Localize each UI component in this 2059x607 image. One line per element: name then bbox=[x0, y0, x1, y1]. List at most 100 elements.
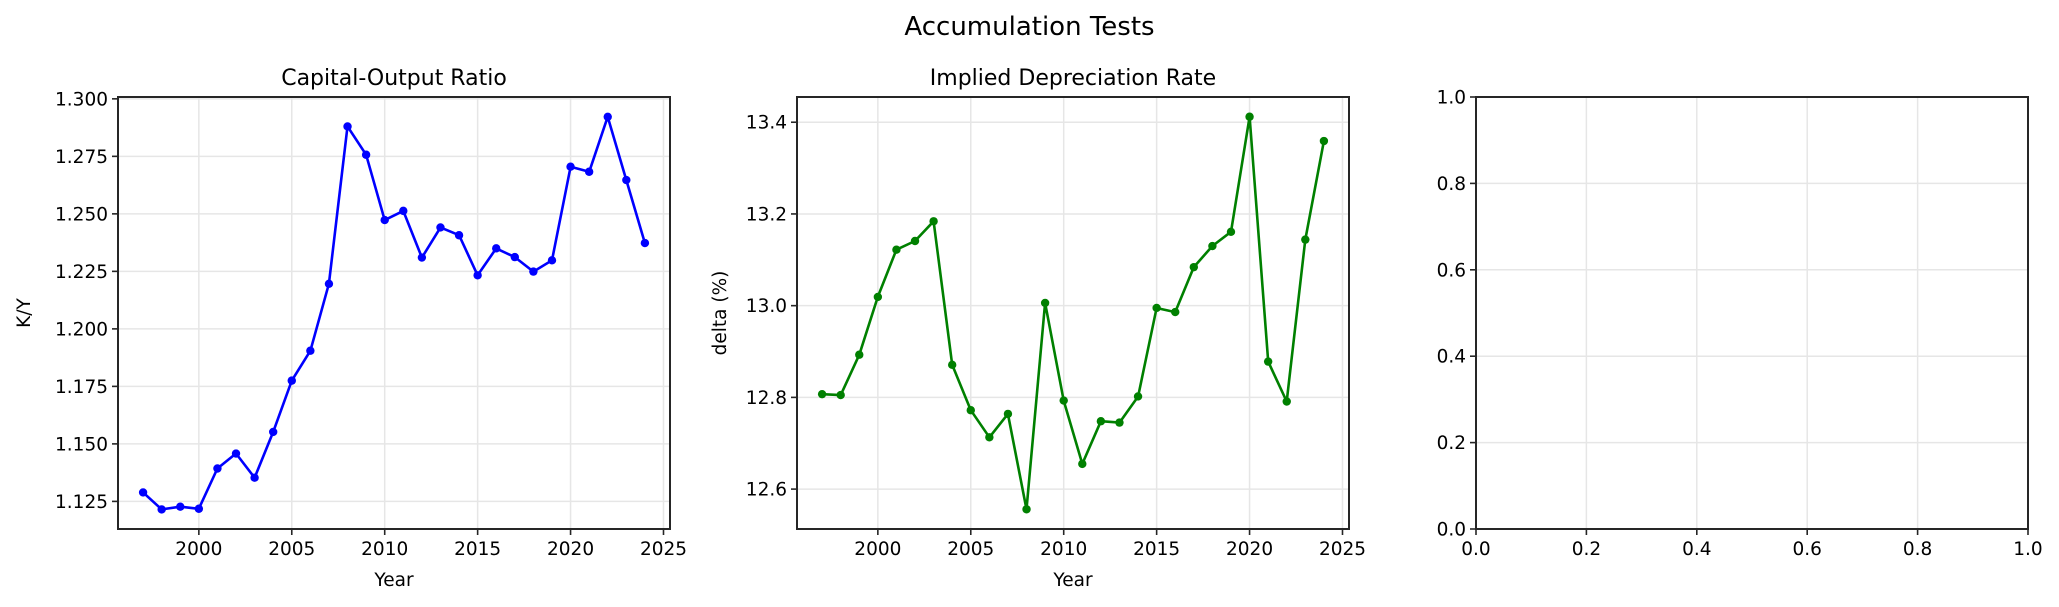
x-tick-label: 2005 bbox=[947, 539, 994, 560]
data-point-marker bbox=[1208, 241, 1217, 251]
data-point-marker bbox=[1282, 397, 1291, 406]
data-point-marker bbox=[817, 389, 827, 399]
y-tick-label: 0.6 bbox=[1437, 260, 1466, 281]
y-tick-label: 0.4 bbox=[1437, 347, 1466, 368]
data-point-marker bbox=[1133, 392, 1143, 401]
x-tick-label: 2010 bbox=[361, 539, 408, 560]
y-tick-label: 1.175 bbox=[55, 377, 108, 398]
data-point-marker bbox=[929, 217, 938, 226]
data-point-marker bbox=[873, 292, 883, 302]
data-point-marker bbox=[1096, 417, 1106, 426]
y-tick-label: 1.250 bbox=[55, 204, 108, 225]
x-tick-label: 0.8 bbox=[1903, 539, 1932, 560]
data-point-marker bbox=[622, 175, 631, 185]
axes-frame bbox=[796, 96, 1350, 530]
data-point-marker bbox=[547, 256, 557, 265]
data-point-marker bbox=[910, 236, 920, 246]
x-axis-label: Year bbox=[1052, 570, 1093, 591]
data-point-marker bbox=[1040, 298, 1050, 308]
x-tick-label: 2025 bbox=[640, 539, 687, 560]
data-point-marker bbox=[640, 238, 650, 248]
data-point-marker bbox=[529, 267, 538, 276]
x-tick-label: 1.0 bbox=[2013, 539, 2042, 560]
data-point-marker bbox=[1152, 303, 1161, 313]
data-point-marker bbox=[966, 406, 975, 415]
data-point-marker bbox=[306, 346, 315, 355]
data-point-marker bbox=[1226, 227, 1236, 237]
data-point-marker bbox=[343, 122, 352, 131]
y-tick-label: 13.4 bbox=[746, 113, 787, 134]
x-tick-label: 0.6 bbox=[1792, 539, 1821, 560]
data-point-marker bbox=[157, 505, 166, 514]
data-point-marker bbox=[1003, 409, 1013, 419]
data-point-marker bbox=[584, 167, 594, 176]
subplot-capital-output-ratio: 2000 2005 2010 2015 2020 2025 1.125 1.150 1.175 1… bbox=[14, 66, 687, 591]
x-tick-label: 2015 bbox=[454, 539, 501, 560]
y-tick-label: 12.6 bbox=[746, 480, 787, 501]
y-tick-label: 12.8 bbox=[746, 388, 787, 409]
y-tick-label: 1.150 bbox=[55, 434, 108, 455]
y-tick-label: 1.0 bbox=[1437, 88, 1466, 109]
y-tick-label: 1.225 bbox=[55, 262, 108, 283]
subplot-title: Implied Depreciation Rate bbox=[930, 66, 1216, 91]
data-point-marker bbox=[1078, 459, 1087, 469]
data-point-marker bbox=[1022, 505, 1031, 514]
subplot-empty-axes: 0.0 0.2 0.4 0.6 0.8 1.0 0.0 0.2 0.4 0.6 0.8 1.0 bbox=[1437, 88, 2043, 561]
data-point-marker bbox=[492, 244, 501, 253]
data-point-marker bbox=[250, 473, 259, 482]
subplot-implied-depreciation-rate: 2000 2005 2010 2015 2020 2025 12.6 12.8 13.0 13.2… bbox=[710, 66, 1366, 591]
data-point-marker bbox=[213, 464, 222, 473]
x-tick-label: 0.4 bbox=[1682, 539, 1711, 560]
x-tick-label: 2025 bbox=[1319, 539, 1366, 560]
x-tick-label: 0.2 bbox=[1572, 539, 1601, 560]
data-point-marker bbox=[473, 271, 482, 280]
data-point-marker bbox=[361, 150, 371, 159]
x-tick-label: 2020 bbox=[1226, 539, 1273, 560]
y-tick-label: 0.8 bbox=[1437, 174, 1466, 195]
data-point-marker bbox=[399, 206, 408, 216]
figure-suptitle: Accumulation Tests bbox=[904, 12, 1154, 42]
y-tick-label: 0.0 bbox=[1437, 520, 1466, 541]
data-point-marker bbox=[436, 223, 445, 232]
x-tick-label: 2000 bbox=[175, 539, 222, 560]
subplot-title: Capital-Output Ratio bbox=[281, 66, 507, 91]
data-point-marker bbox=[510, 252, 520, 262]
data-point-marker bbox=[836, 390, 845, 400]
y-tick-label: 1.200 bbox=[55, 319, 108, 340]
x-tick-label: 2010 bbox=[1040, 539, 1087, 560]
data-point-marker bbox=[566, 162, 575, 171]
x-tick-label: 2015 bbox=[1133, 539, 1180, 560]
x-tick-label: 2005 bbox=[268, 539, 315, 560]
y-axis-label: K/Y bbox=[14, 297, 35, 327]
data-point-marker bbox=[947, 360, 957, 370]
data-point-marker bbox=[380, 215, 389, 225]
y-tick-label: 13.2 bbox=[746, 204, 787, 225]
data-point-marker bbox=[855, 350, 864, 359]
data-point-marker bbox=[1171, 307, 1180, 317]
y-tick-label: 1.275 bbox=[55, 147, 108, 168]
data-point-marker bbox=[1245, 112, 1254, 121]
y-axis-label: delta (%) bbox=[710, 271, 731, 356]
data-point-marker bbox=[231, 449, 241, 458]
x-tick-label: 2020 bbox=[547, 539, 594, 560]
data-point-marker bbox=[892, 245, 901, 254]
data-point-marker bbox=[1319, 136, 1329, 146]
y-tick-label: 0.2 bbox=[1437, 433, 1466, 454]
data-series-line bbox=[822, 115, 1326, 511]
x-tick-label: 2000 bbox=[854, 539, 901, 560]
y-tick-label: 1.300 bbox=[55, 89, 108, 110]
data-point-marker bbox=[1301, 235, 1310, 244]
x-axis-label: Year bbox=[373, 570, 414, 591]
data-point-marker bbox=[268, 427, 278, 437]
data-point-marker bbox=[985, 433, 994, 442]
data-point-marker bbox=[603, 112, 612, 121]
y-tick-label: 1.125 bbox=[55, 492, 108, 513]
axes-frame bbox=[117, 96, 671, 530]
data-point-marker bbox=[1189, 262, 1199, 272]
data-point-marker bbox=[287, 376, 296, 385]
data-point-marker bbox=[1059, 396, 1068, 405]
axes-frame bbox=[1475, 96, 2029, 530]
data-point-marker bbox=[454, 231, 464, 240]
